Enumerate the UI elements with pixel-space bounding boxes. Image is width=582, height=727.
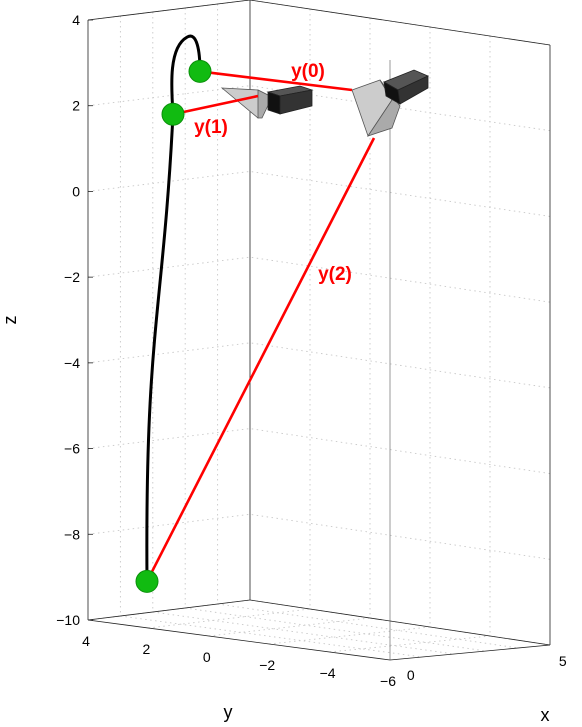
gridline xyxy=(217,603,519,649)
camera-layer xyxy=(220,69,429,137)
gridline xyxy=(208,617,371,637)
axis-edge xyxy=(87,0,251,21)
z-tick-label: −4 xyxy=(64,355,80,371)
z-tick-label: 0 xyxy=(72,183,80,199)
ray-label-layer: y(0) y(1) y(2) xyxy=(194,61,352,285)
camera-body-side xyxy=(397,75,429,105)
ray-line xyxy=(172,94,259,116)
axis-edge xyxy=(87,619,391,661)
point-marker xyxy=(161,102,185,126)
gridline xyxy=(120,615,423,658)
ray-label: y(2) xyxy=(318,264,352,285)
z-tick-label: −2 xyxy=(64,269,80,285)
x-axis-label: x xyxy=(541,705,550,725)
grid-layer xyxy=(87,0,551,658)
point-marker xyxy=(135,569,159,593)
gridline xyxy=(148,608,311,629)
ray-line xyxy=(199,70,353,92)
y-tick-label: 2 xyxy=(143,641,151,657)
y-tick-label: −6 xyxy=(380,673,396,689)
ray-label: y(0) xyxy=(291,61,325,82)
gridline xyxy=(329,635,491,653)
axis-edge xyxy=(87,599,251,621)
ray-layer xyxy=(145,70,376,583)
y-tick-label: 4 xyxy=(82,633,90,649)
x-tick-label: 5 xyxy=(559,653,567,669)
x-tick-label: 0 xyxy=(407,667,415,683)
z-tick-label: −8 xyxy=(64,526,80,542)
gridline xyxy=(87,170,551,217)
axis-edge xyxy=(249,0,551,46)
z-axis-label: z xyxy=(0,316,20,325)
y-axis-label: y xyxy=(224,702,233,722)
gridline xyxy=(269,626,431,645)
gridline xyxy=(87,513,551,560)
axes-box xyxy=(87,0,551,661)
gridline xyxy=(87,85,551,132)
camera-body-front xyxy=(267,91,281,115)
point-layer xyxy=(135,59,212,593)
y-tick-label: −2 xyxy=(259,657,275,673)
z-tick-label: −10 xyxy=(56,612,80,628)
z-tick-label: 4 xyxy=(72,12,80,28)
axis-edge xyxy=(249,599,551,646)
z-tick-label: −6 xyxy=(64,441,80,457)
y-tick-label: −4 xyxy=(320,665,336,681)
axis-label-layer: z y x xyxy=(0,316,550,726)
camera-body-side xyxy=(279,89,313,115)
gridline xyxy=(87,0,551,46)
gridline xyxy=(185,607,487,652)
ray-label: y(1) xyxy=(194,117,228,138)
y-tick-label: 0 xyxy=(203,649,211,665)
gridline xyxy=(87,256,551,303)
gridline xyxy=(87,342,551,389)
gridline xyxy=(152,611,455,655)
axis-edge xyxy=(389,644,551,661)
ray-line xyxy=(145,137,376,583)
z-tick-label: 2 xyxy=(72,98,80,114)
gridline xyxy=(87,599,551,646)
point-marker xyxy=(188,59,212,83)
gridline xyxy=(87,428,551,475)
tick-labels: −10 −8 −6 −4 −2 0 2 4 4 2 0 −2 −4 −6 0 5 xyxy=(56,12,567,689)
